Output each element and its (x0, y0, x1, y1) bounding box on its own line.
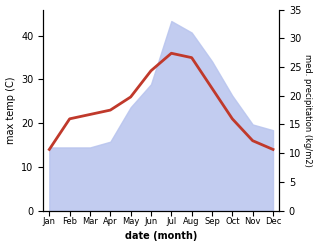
Y-axis label: med. precipitation (kg/m2): med. precipitation (kg/m2) (303, 54, 313, 166)
X-axis label: date (month): date (month) (125, 231, 197, 242)
Y-axis label: max temp (C): max temp (C) (5, 76, 16, 144)
